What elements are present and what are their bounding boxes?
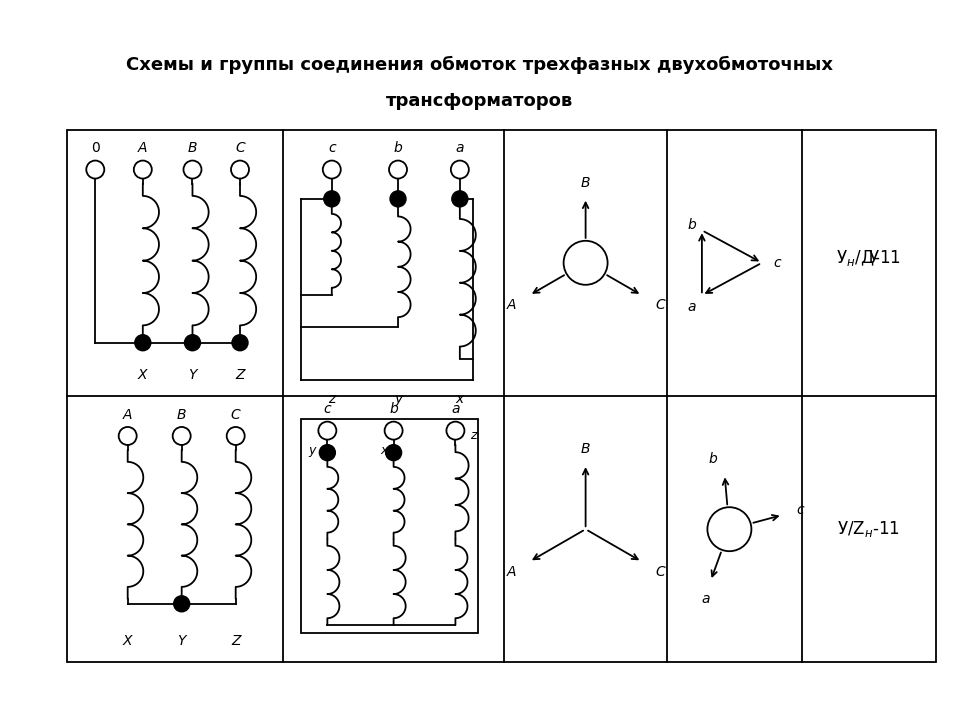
Text: a: a (702, 592, 709, 606)
Text: B: B (177, 408, 186, 422)
Text: y: y (394, 392, 402, 406)
Text: C: C (655, 298, 664, 312)
Text: B: B (581, 442, 590, 456)
Text: z: z (470, 429, 477, 442)
Text: b: b (389, 402, 398, 416)
Text: X: X (123, 634, 132, 648)
Text: A: A (138, 141, 148, 156)
Text: Z: Z (231, 634, 240, 648)
Text: a: a (687, 300, 696, 315)
Text: b: b (394, 141, 402, 156)
Bar (300, 418, 477, 633)
Text: У: У (869, 249, 879, 267)
Text: a: a (451, 402, 460, 416)
Text: z: z (328, 392, 335, 406)
Text: x: x (456, 392, 464, 406)
Text: c: c (797, 503, 804, 517)
Text: a: a (456, 141, 464, 156)
Text: c: c (328, 141, 336, 156)
Text: c: c (324, 402, 331, 416)
Text: b: b (687, 218, 696, 233)
Text: B: B (581, 176, 590, 190)
Text: Y: Y (188, 368, 197, 382)
Text: C: C (235, 141, 245, 156)
Text: C: C (655, 564, 664, 579)
Text: X: X (138, 368, 148, 382)
Text: A: A (123, 408, 132, 422)
Text: b: b (708, 452, 717, 467)
Text: C: C (230, 408, 241, 422)
Circle shape (174, 595, 190, 612)
Circle shape (386, 445, 401, 461)
Circle shape (184, 335, 201, 351)
Circle shape (452, 191, 468, 207)
Circle shape (134, 335, 151, 351)
Text: 0: 0 (91, 141, 100, 156)
Text: A: A (507, 564, 516, 579)
Circle shape (320, 445, 335, 461)
Text: Z: Z (235, 368, 245, 382)
Bar (67, 130, 936, 662)
Circle shape (324, 191, 340, 207)
Text: Схемы и группы соединения обмоток трехфазных двухобмоточных: Схемы и группы соединения обмоток трехфа… (127, 55, 833, 74)
Circle shape (232, 335, 248, 351)
Text: B: B (188, 141, 197, 156)
Circle shape (390, 191, 406, 207)
Text: A: A (507, 298, 516, 312)
Text: трансформаторов: трансформаторов (386, 91, 574, 109)
Text: У/Z$_н$-11: У/Z$_н$-11 (837, 519, 900, 539)
Text: c: c (773, 256, 780, 270)
Text: У$_н$/Д-11: У$_н$/Д-11 (836, 248, 901, 268)
Text: x: x (380, 444, 387, 457)
Text: Y: Y (178, 634, 186, 648)
Text: y: y (309, 444, 316, 457)
